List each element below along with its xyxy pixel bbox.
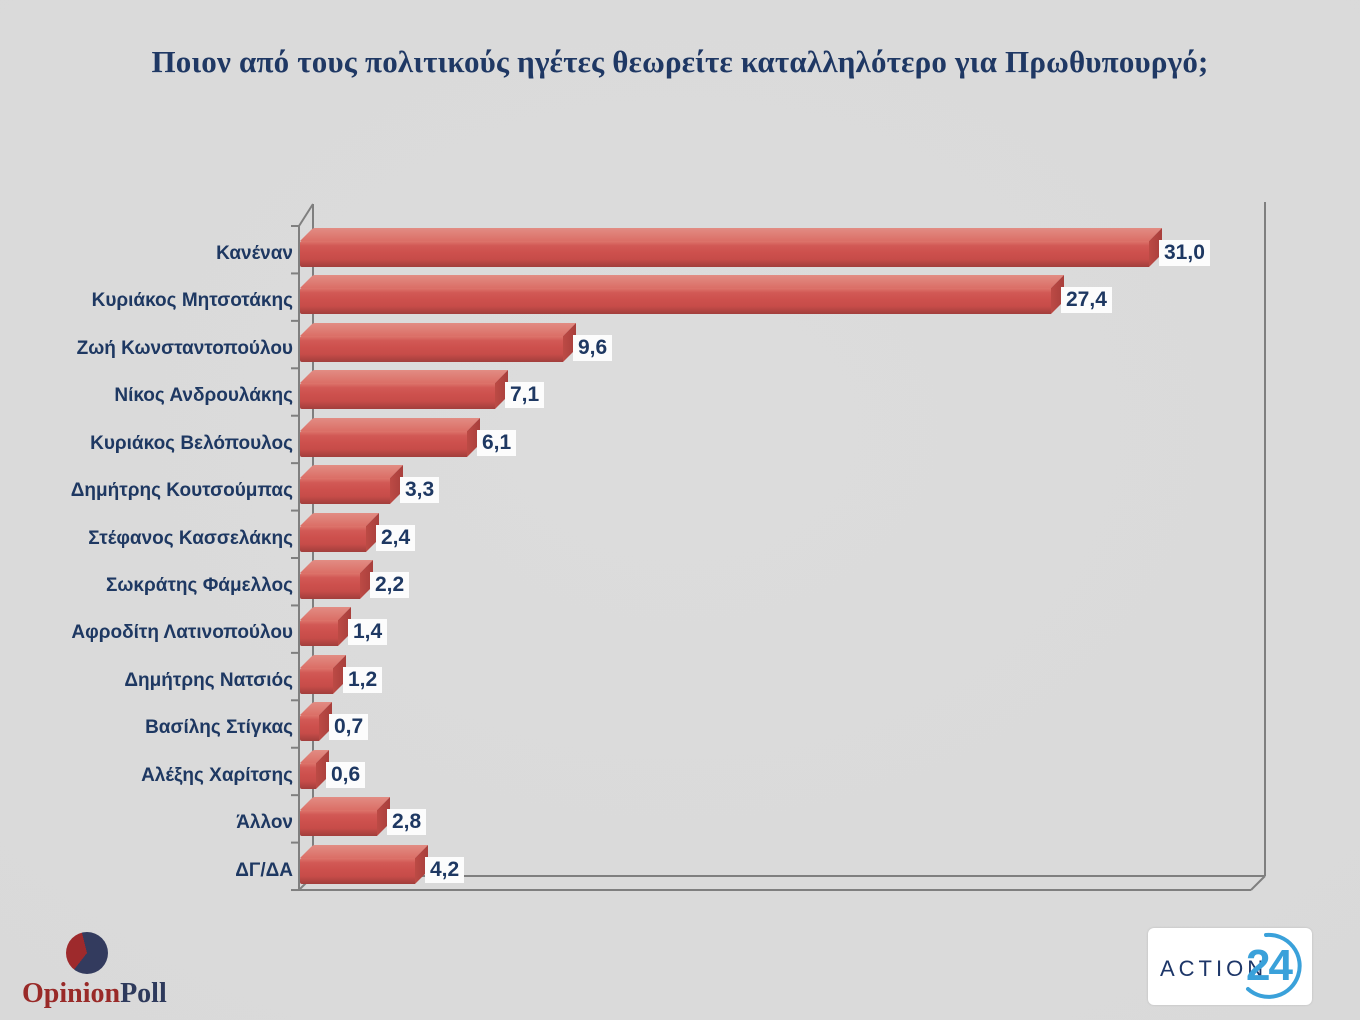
value-label: 31,0 [1159, 240, 1210, 266]
bar-3 [300, 335, 563, 362]
bar-11 [300, 715, 319, 742]
category-label: Δημήτρης Νατσιός [124, 669, 293, 691]
value-label: 0,7 [329, 714, 369, 741]
value-label: 6,1 [477, 429, 517, 456]
value-label: 1,2 [343, 666, 383, 693]
chart-title: Ποιον από τους πολιτικούς ηγέτες θεωρείτ… [151, 44, 1209, 79]
value-label: 2,4 [376, 524, 416, 551]
action24-logo: ACTION 24 [1148, 928, 1312, 1005]
bar-8 [300, 573, 360, 599]
action24-number-badge: 24 [1240, 931, 1306, 1001]
bar-1 [300, 241, 1149, 267]
bar-6 [300, 478, 390, 505]
value-label: 4,2 [425, 856, 465, 883]
bar-7 [300, 525, 366, 552]
bar-4 [300, 383, 495, 410]
category-label: Κυριάκος Βελόπουλος [90, 432, 293, 454]
bar-12 [300, 762, 316, 789]
opinionpoll-word-opinion: Opinion [22, 978, 121, 1009]
value-label: 2,8 [387, 809, 427, 836]
category-label: ΔΓ/ΔΑ [235, 859, 293, 881]
category-label: Αλέξης Χαρίτσης [141, 764, 293, 786]
category-label: Βασίλης Στίγκας [145, 717, 293, 739]
bar-14 [300, 857, 415, 884]
bar-5 [300, 430, 467, 457]
opinionpoll-logo: OpinionPoll [22, 928, 212, 1012]
value-label: 27,4 [1061, 287, 1112, 314]
value-label: 1,4 [348, 619, 388, 646]
category-label: Κυριάκος Μητσοτάκης [91, 290, 293, 312]
category-label: Στέφανος Κασσελάκης [88, 527, 293, 549]
category-label: Κανέναν [216, 243, 293, 264]
action24-circle-arc-icon [1246, 932, 1302, 999]
bar-2 [300, 288, 1051, 315]
action24-word: ACTION [1160, 956, 1268, 981]
value-label: 3,3 [400, 477, 440, 504]
bar-10 [300, 667, 333, 694]
category-label: Σωκράτης Φάμελλος [105, 575, 293, 596]
value-label: 7,1 [505, 382, 545, 409]
value-label: 0,6 [326, 761, 366, 788]
bar-13 [300, 810, 377, 837]
opinionpoll-pie-icon [66, 932, 108, 974]
value-label: 2,2 [370, 572, 410, 598]
category-label: Νίκος Ανδρουλάκης [114, 385, 293, 407]
category-label: Δημήτρης Κουτσούμπας [70, 480, 293, 502]
opinionpoll-word-poll: Poll [120, 978, 167, 1009]
action24-number: 24 [1246, 941, 1293, 990]
category-label: Αφροδίτη Λατινοπούλου [71, 622, 293, 644]
opinionpoll-wordmark: OpinionPoll [22, 978, 167, 1010]
category-label: Ζωή Κωνσταντοπούλου [76, 337, 293, 359]
value-label: 9,6 [573, 334, 613, 361]
category-label: Άλλον [236, 812, 293, 834]
bar-9 [300, 620, 338, 647]
